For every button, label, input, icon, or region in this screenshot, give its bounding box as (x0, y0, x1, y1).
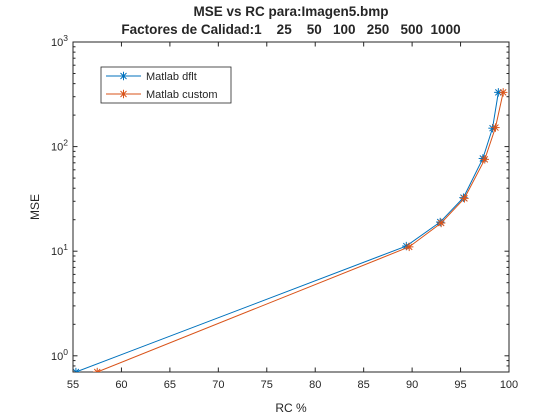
x-tick-label: 90 (406, 379, 418, 391)
y-axis: 100 101 102 103 (51, 33, 509, 373)
data-point (491, 123, 500, 132)
y-tick-label: 102 (51, 138, 68, 154)
data-point (498, 88, 508, 97)
legend-swatch-marker (119, 71, 128, 81)
legend-swatch-marker (119, 89, 128, 99)
legend-box (100, 66, 232, 104)
y-axis-label: MSE (28, 194, 42, 220)
data-point (73, 367, 81, 372)
data-point (436, 218, 446, 228)
legend-label: Matlab dflt (146, 71, 197, 83)
x-tick-label: 55 (67, 379, 79, 391)
y-tick-label: 100 (51, 347, 68, 363)
data-point (460, 194, 469, 203)
x-tick-label: 85 (358, 379, 370, 391)
x-tick-label: 100 (500, 379, 518, 391)
x-axis: 55 60 65 70 75 80 85 90 95 100 (67, 42, 518, 391)
series-2 (93, 88, 508, 372)
chart-title: MSE vs RC para:Imagen5.bmp (193, 4, 388, 19)
data-point (93, 367, 102, 372)
legend: Matlab dflt Matlab custom (100, 66, 232, 104)
series-layer (73, 88, 508, 372)
chart-subtitle: Factores de Calidad:1 25 50 100 250 500 … (121, 22, 460, 37)
x-tick-label: 95 (454, 379, 466, 391)
data-point (480, 155, 489, 164)
y-tick-label: 101 (51, 242, 68, 258)
x-tick-label: 75 (261, 379, 273, 391)
x-axis-label: RC % (275, 401, 307, 415)
data-point (405, 242, 414, 252)
x-tick-label: 80 (309, 379, 321, 391)
y-tick-label: 103 (51, 33, 68, 49)
x-tick-label: 65 (164, 379, 176, 391)
x-tick-label: 70 (212, 379, 224, 391)
legend-label: Matlab custom (146, 89, 218, 101)
x-tick-label: 60 (115, 379, 127, 391)
